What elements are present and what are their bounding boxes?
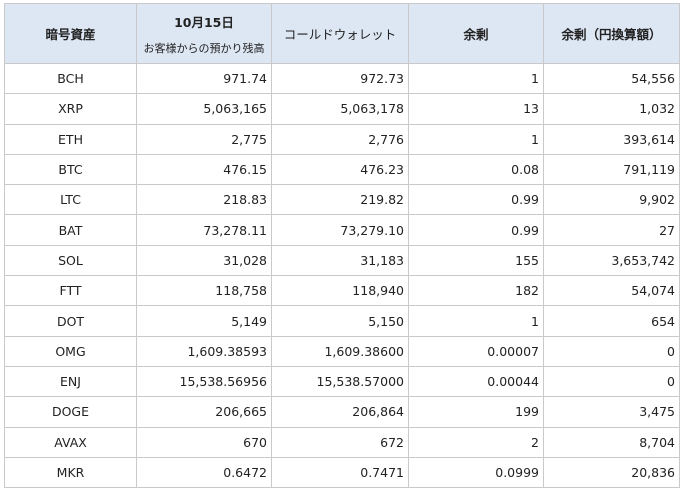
header-deposit-label: お客様からの預かり残高 — [143, 41, 265, 55]
surplus-jpy-cell: 20,836 — [543, 456, 680, 489]
cold-wallet-cell: 31,183 — [271, 244, 409, 277]
surplus-jpy-cell: 3,653,742 — [543, 244, 680, 277]
header-surplus-label: 余剰 — [463, 27, 489, 42]
cold-wallet-cell: 219.82 — [271, 184, 409, 216]
table-row: OMG 1,609.38593 1,609.38600 0.00007 0 — [4, 335, 680, 367]
cold-wallet-cell: 972.73 — [271, 62, 409, 95]
asset-cell: SOL — [4, 244, 137, 277]
surplus-cell: 1 — [408, 123, 544, 155]
surplus-cell: 0.99 — [408, 184, 544, 216]
deposit-cell: 0.6472 — [136, 456, 272, 489]
asset-cell: OMG — [4, 335, 137, 367]
table-row: XRP 5,063,165 5,063,178 13 1,032 — [4, 93, 680, 125]
asset-cell: ETH — [4, 123, 137, 155]
surplus-jpy-cell: 654 — [543, 305, 680, 337]
surplus-cell: 0.00044 — [408, 365, 544, 398]
deposit-cell: 1,609.38593 — [136, 335, 272, 367]
deposit-cell: 15,538.56956 — [136, 365, 272, 398]
asset-cell: ENJ — [4, 365, 137, 398]
cold-wallet-cell: 73,279.10 — [271, 214, 409, 246]
holdings-table: 暗号資産 10月15日 お客様からの預かり残高 コールドウォレット 余剰 余剰（… — [4, 3, 680, 489]
table-row: MKR 0.6472 0.7471 0.0999 20,836 — [4, 456, 680, 489]
asset-cell: BAT — [4, 214, 137, 246]
table-row: BCH 971.74 972.73 1 54,556 — [4, 62, 680, 95]
cold-wallet-cell: 206,864 — [271, 396, 409, 428]
table-body: BCH 971.74 972.73 1 54,556 XRP 5,063,165… — [4, 62, 680, 489]
cold-wallet-cell: 476.23 — [271, 153, 409, 186]
surplus-cell: 2 — [408, 426, 544, 458]
cold-wallet-cell: 5,063,178 — [271, 93, 409, 125]
surplus-jpy-cell: 393,614 — [543, 123, 680, 155]
header-surplus-jpy: 余剰（円換算額） — [543, 3, 680, 64]
surplus-cell: 0.99 — [408, 214, 544, 246]
asset-cell: AVAX — [4, 426, 137, 458]
cold-wallet-cell: 15,538.57000 — [271, 365, 409, 398]
surplus-jpy-cell: 791,119 — [543, 153, 680, 186]
surplus-jpy-cell: 1,032 — [543, 93, 680, 125]
asset-cell: DOT — [4, 305, 137, 337]
asset-cell: BTC — [4, 153, 137, 186]
surplus-cell: 0.08 — [408, 153, 544, 186]
asset-cell: LTC — [4, 184, 137, 216]
table-row: BTC 476.15 476.23 0.08 791,119 — [4, 153, 680, 186]
deposit-cell: 206,665 — [136, 396, 272, 428]
table-row: ENJ 15,538.56956 15,538.57000 0.00044 0 — [4, 365, 680, 398]
deposit-cell: 31,028 — [136, 244, 272, 277]
asset-cell: FTT — [4, 275, 137, 307]
deposit-cell: 670 — [136, 426, 272, 458]
table-row: DOGE 206,665 206,864 199 3,475 — [4, 396, 680, 428]
surplus-jpy-cell: 0 — [543, 335, 680, 367]
header-surplus: 余剰 — [408, 3, 544, 64]
surplus-jpy-cell: 3,475 — [543, 396, 680, 428]
deposit-cell: 73,278.11 — [136, 214, 272, 246]
header-row: 暗号資産 10月15日 お客様からの預かり残高 コールドウォレット 余剰 余剰（… — [4, 3, 680, 64]
cold-wallet-cell: 5,150 — [271, 305, 409, 337]
deposit-cell: 476.15 — [136, 153, 272, 186]
surplus-cell: 155 — [408, 244, 544, 277]
deposit-cell: 5,063,165 — [136, 93, 272, 125]
header-asset: 暗号資産 — [4, 3, 137, 64]
surplus-jpy-cell: 9,902 — [543, 184, 680, 216]
cold-wallet-cell: 1,609.38600 — [271, 335, 409, 367]
asset-cell: MKR — [4, 456, 137, 489]
surplus-jpy-cell: 54,556 — [543, 62, 680, 95]
table-row: AVAX 670 672 2 8,704 — [4, 426, 680, 458]
table-row: FTT 118,758 118,940 182 54,074 — [4, 275, 680, 307]
header-asset-label: 暗号資産 — [45, 27, 96, 42]
header-cold-wallet-label: コールドウォレット — [283, 27, 397, 42]
surplus-jpy-cell: 27 — [543, 214, 680, 246]
surplus-jpy-cell: 8,704 — [543, 426, 680, 458]
surplus-cell: 1 — [408, 305, 544, 337]
header-date: 10月15日 — [174, 14, 234, 30]
surplus-cell: 1 — [408, 62, 544, 95]
deposit-cell: 218.83 — [136, 184, 272, 216]
asset-cell: BCH — [4, 62, 137, 95]
cold-wallet-cell: 0.7471 — [271, 456, 409, 489]
table-row: SOL 31,028 31,183 155 3,653,742 — [4, 244, 680, 277]
table-row: LTC 218.83 219.82 0.99 9,902 — [4, 184, 680, 216]
surplus-cell: 0.00007 — [408, 335, 544, 367]
cold-wallet-cell: 118,940 — [271, 275, 409, 307]
table-row: ETH 2,775 2,776 1 393,614 — [4, 123, 680, 155]
surplus-jpy-cell: 54,074 — [543, 275, 680, 307]
table-row: DOT 5,149 5,150 1 654 — [4, 305, 680, 337]
asset-cell: XRP — [4, 93, 137, 125]
cold-wallet-cell: 2,776 — [271, 123, 409, 155]
surplus-cell: 199 — [408, 396, 544, 428]
deposit-cell: 2,775 — [136, 123, 272, 155]
surplus-cell: 182 — [408, 275, 544, 307]
table-row: BAT 73,278.11 73,279.10 0.99 27 — [4, 214, 680, 246]
deposit-cell: 5,149 — [136, 305, 272, 337]
deposit-cell: 118,758 — [136, 275, 272, 307]
surplus-jpy-cell: 0 — [543, 365, 680, 398]
header-deposit-balance: 10月15日 お客様からの預かり残高 — [136, 3, 272, 64]
surplus-cell: 0.0999 — [408, 456, 544, 489]
surplus-cell: 13 — [408, 93, 544, 125]
asset-cell: DOGE — [4, 396, 137, 428]
header-surplus-jpy-label: 余剰（円換算額） — [561, 27, 662, 42]
header-cold-wallet: コールドウォレット — [271, 3, 409, 64]
cold-wallet-cell: 672 — [271, 426, 409, 458]
deposit-cell: 971.74 — [136, 62, 272, 95]
